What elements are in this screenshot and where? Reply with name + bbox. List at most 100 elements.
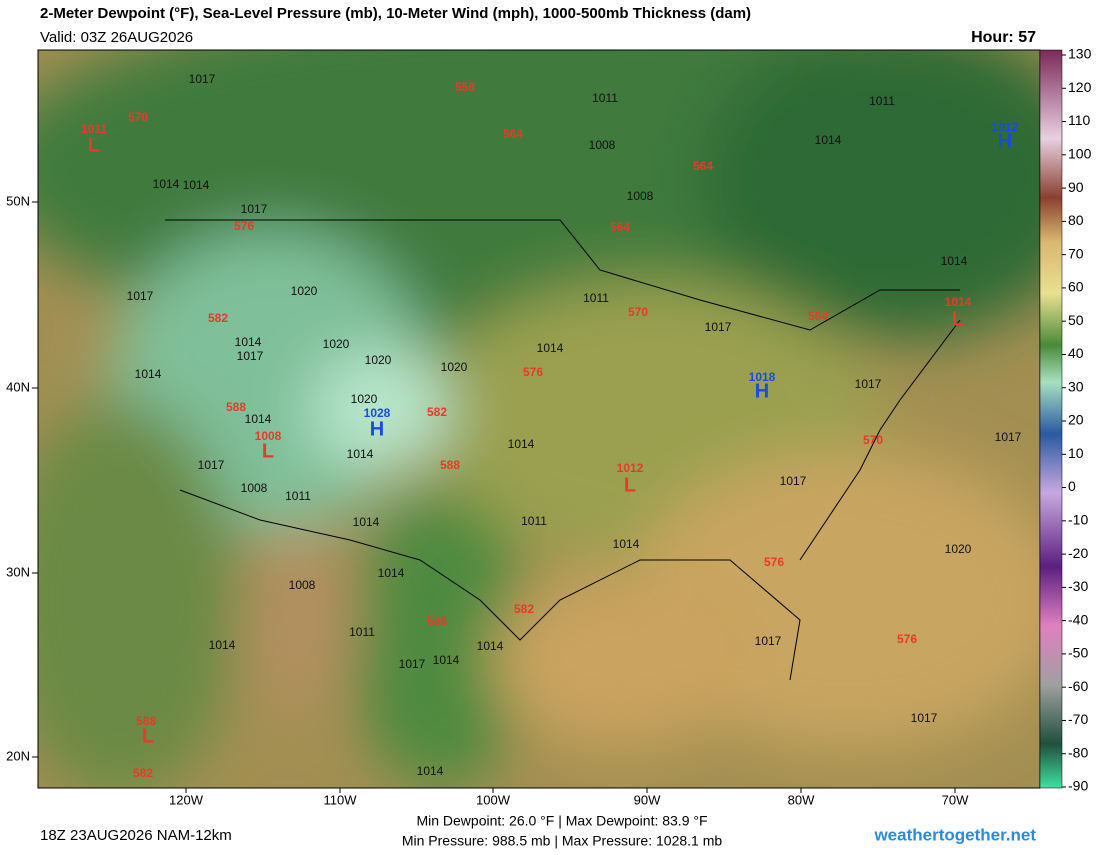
- colorbar-label: 80: [1068, 212, 1084, 228]
- forecast-hour: Hour: 57: [971, 29, 1036, 46]
- map-label: 1017: [755, 634, 782, 648]
- map-label: 1020: [365, 353, 392, 367]
- lon-label: 120W: [169, 792, 204, 807]
- map-label: 564: [610, 220, 630, 234]
- map-label: 1011: [349, 625, 375, 639]
- pressure-center: L: [88, 134, 100, 156]
- lat-label: 30N: [6, 564, 30, 579]
- map-label: 1011: [81, 122, 107, 136]
- map-label: 1020: [441, 360, 468, 374]
- map-label: 588: [226, 400, 246, 414]
- map-label: 1014: [245, 412, 272, 426]
- map-label: 570: [863, 433, 883, 447]
- map-label: 1014: [537, 341, 564, 355]
- colorbar-label: 90: [1068, 179, 1084, 195]
- map-label: 1017: [189, 72, 216, 86]
- map-label: 564: [693, 159, 713, 173]
- pressure-center: L: [952, 308, 964, 330]
- lon-label: 110W: [324, 792, 358, 807]
- colorbar-label: -60: [1068, 678, 1088, 694]
- map-label: 1008: [589, 138, 616, 152]
- colorbar-label: -50: [1068, 645, 1088, 661]
- map-label: 1017: [995, 430, 1022, 444]
- map-label: 1017: [399, 657, 426, 671]
- map-label: 1011: [521, 514, 547, 528]
- map-label: 1020: [323, 337, 350, 351]
- map-label: 1014: [183, 178, 210, 192]
- pressure-center: H: [998, 130, 1012, 152]
- colorbar-label: 20: [1068, 412, 1084, 428]
- colorbar-label: -70: [1068, 711, 1088, 727]
- map-label: 1012: [992, 120, 1019, 134]
- site-credit: weathertogether.net: [873, 825, 1036, 844]
- colorbar-label: 130: [1068, 46, 1092, 62]
- pressure-center: L: [262, 440, 274, 462]
- colorbar-label: -90: [1068, 778, 1088, 794]
- map-label: 1020: [351, 392, 378, 406]
- map-label: 582: [208, 311, 228, 325]
- map-label: 576: [523, 365, 543, 379]
- colorbar-label: 120: [1068, 79, 1092, 95]
- colorbar-label: -20: [1068, 545, 1088, 561]
- map-label: 1017: [855, 377, 882, 391]
- valid-time: Valid: 03Z 26AUG2026: [40, 29, 193, 46]
- map-label: 1014: [353, 515, 380, 529]
- colorbar-label: 50: [1068, 312, 1084, 328]
- map-label: 1017: [127, 289, 154, 303]
- model-run: 18Z 23AUG2026 NAM-12km: [40, 827, 232, 844]
- map-label: 1014: [135, 367, 162, 381]
- map-label: 1018: [749, 370, 776, 384]
- colorbar-label: -30: [1068, 578, 1088, 594]
- map-label: 1012: [617, 461, 644, 475]
- map-label: 1014: [433, 653, 460, 667]
- coastline: [179, 319, 961, 681]
- map-label: 1014: [347, 447, 374, 461]
- map-label: 1011: [285, 489, 311, 503]
- map-label: 1014: [378, 566, 405, 580]
- lon-label: 100W: [476, 792, 511, 807]
- colorbar: [1039, 49, 1063, 789]
- lat-label: 50N: [6, 193, 30, 208]
- map-label: 1017: [241, 202, 268, 216]
- border-line: [165, 219, 960, 331]
- map-label: 1014: [945, 295, 972, 309]
- colorbar-label: -10: [1068, 512, 1088, 528]
- map-label: 1017: [198, 458, 225, 472]
- pressure-center: H: [370, 418, 384, 440]
- lat-label: 40N: [6, 379, 30, 394]
- map-label: 570: [628, 305, 648, 319]
- pressure-range: Min Pressure: 988.5 mb | Max Pressure: 1…: [402, 833, 723, 849]
- map-label: 582: [427, 405, 447, 419]
- dewpoint-range: Min Dewpoint: 26.0 °F | Max Dewpoint: 83…: [416, 813, 707, 829]
- map-label: 1014: [477, 639, 504, 653]
- map-label: 1008: [627, 189, 654, 203]
- colorbar-label: -40: [1068, 611, 1088, 627]
- colorbar-label: 100: [1068, 146, 1092, 162]
- map-label: 1020: [291, 284, 318, 298]
- map-label: 1011: [583, 291, 609, 305]
- lat-label: 20N: [6, 748, 30, 763]
- map-label: 1017: [237, 349, 264, 363]
- lon-label: 80W: [788, 792, 815, 807]
- map-label: 588: [136, 714, 156, 728]
- colorbar-label: 10: [1068, 445, 1084, 461]
- map-label: 582: [133, 766, 153, 780]
- lon-label: 70W: [942, 792, 969, 807]
- map-label: 558: [455, 80, 475, 94]
- colorbar-label: 60: [1068, 279, 1084, 295]
- map-label: 1014: [815, 133, 842, 147]
- map-label: 576: [234, 219, 254, 233]
- map-label: 1014: [153, 177, 180, 191]
- map-label: 582: [514, 602, 534, 616]
- map-label: 1008: [241, 481, 268, 495]
- map-label: 1014: [417, 764, 444, 778]
- pressure-center: L: [624, 474, 636, 496]
- map-label: 1014: [941, 254, 968, 268]
- map-label: 1014: [209, 638, 236, 652]
- map-label: 1028: [364, 406, 391, 420]
- map-label: 1011: [592, 91, 618, 105]
- pressure-center: L: [142, 725, 154, 747]
- map-field: [38, 50, 1040, 788]
- map-label: 570: [128, 110, 148, 124]
